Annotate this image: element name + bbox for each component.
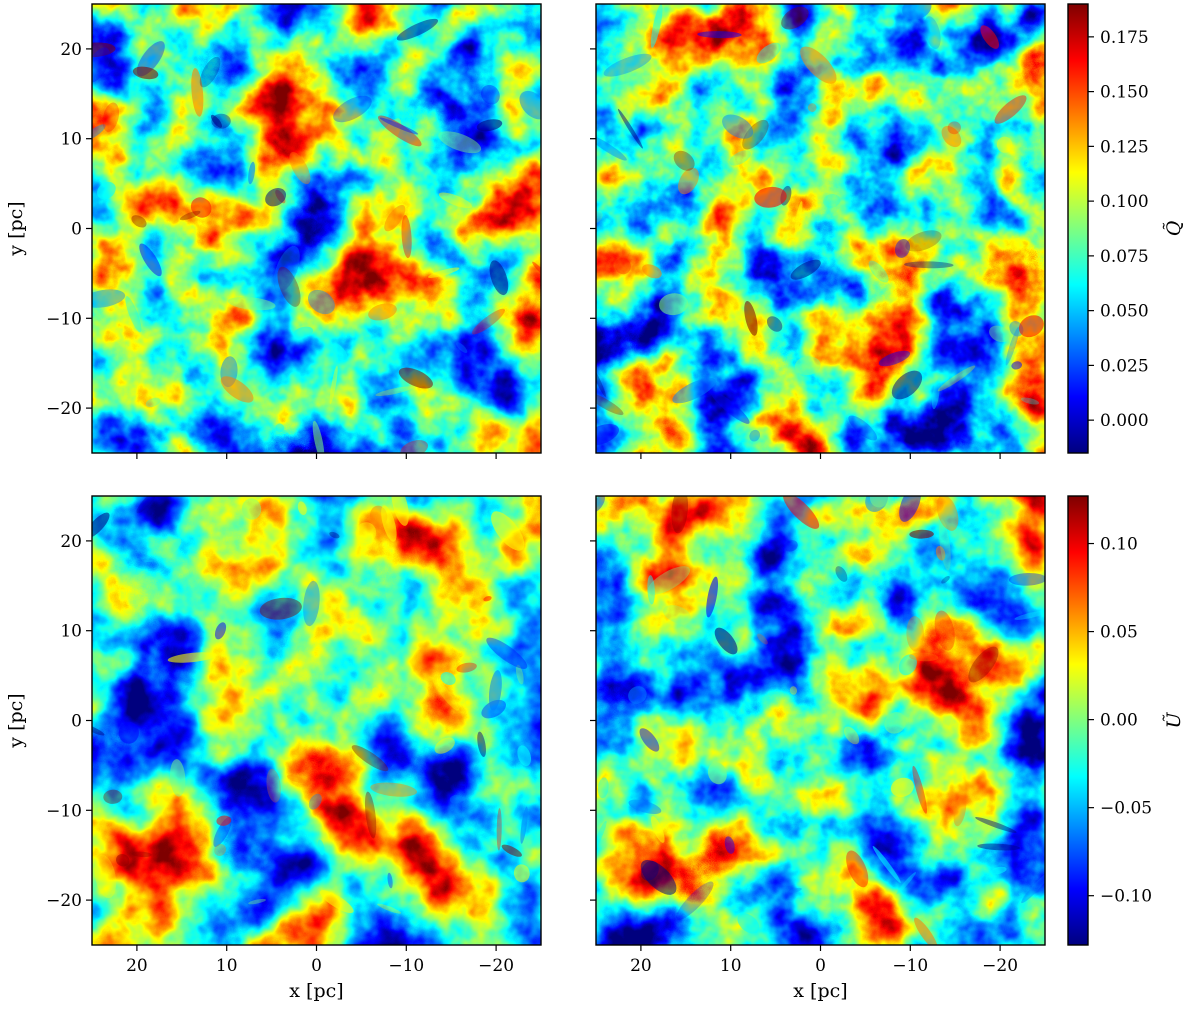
y-tick-label: −20 xyxy=(46,399,82,419)
x-tick-label: −10 xyxy=(388,956,424,976)
colorbar-tick-label: −0.05 xyxy=(1100,799,1152,819)
colorbar-tick-label: 0.05 xyxy=(1100,623,1138,643)
y-tick-label: 0 xyxy=(71,712,82,732)
colorbar-tick-label: 0.150 xyxy=(1100,83,1149,103)
colorbar-frame xyxy=(1067,3,1089,454)
heatmap-structures xyxy=(596,4,1044,446)
bottom-right-map: 20 10 0 −10 −20 x [pc] xyxy=(590,495,1046,1002)
y-tick-label: 20 xyxy=(60,40,82,60)
colorbar-q: 0.000 0.025 0.050 0.075 0.100 0.125 0.150 0.175… xyxy=(1067,3,1185,454)
bottom-left-map: 20 10 0 −10 −20 20 10 0 −10 −20 y [pc] x [pc] xyxy=(5,495,542,1002)
x-tick-label: 10 xyxy=(720,956,742,976)
heatmap-structures xyxy=(92,18,541,453)
colorbar-tick-label: −0.10 xyxy=(1100,887,1152,907)
colorbar-tick-label: 0.100 xyxy=(1100,192,1149,212)
y-axis-label: y [pc] xyxy=(5,693,27,748)
x-tick-label: 0 xyxy=(815,956,826,976)
colorbar-tick-label: 0.025 xyxy=(1100,356,1149,376)
top-right-map xyxy=(590,3,1046,459)
heatmap-structures xyxy=(596,496,1045,945)
y-axis-label: y [pc] xyxy=(5,201,27,256)
colorbar-frame xyxy=(1067,495,1089,946)
top-left-map: 20 10 0 −10 −20 y [pc] xyxy=(5,3,542,459)
colorbar-tick-label: 0.075 xyxy=(1100,247,1149,267)
x-tick-label: 20 xyxy=(630,956,652,976)
colorbar-tick-label: 0.125 xyxy=(1100,137,1149,157)
y-tick-label: −10 xyxy=(46,801,82,821)
panel-frame xyxy=(595,3,1046,454)
colorbar-u: −0.10 −0.05 0.00 0.05 0.10 Ũ xyxy=(1067,495,1185,946)
colorbar-gradient xyxy=(1068,4,1088,453)
y-tick-label: −20 xyxy=(46,891,82,911)
panel-frame xyxy=(91,3,542,454)
colorbar-tick-label: 0.10 xyxy=(1100,535,1138,555)
colorbar-tick-label: 0.050 xyxy=(1100,302,1149,322)
y-tick-label: 10 xyxy=(60,130,82,150)
colorbar-tick-label: 0.000 xyxy=(1100,411,1149,431)
x-tick-label: −20 xyxy=(982,956,1018,976)
heatmap-field xyxy=(92,4,541,453)
x-axis-label: x [pc] xyxy=(793,980,847,1002)
x-tick-label: −20 xyxy=(478,956,514,976)
y-tick-label: −10 xyxy=(46,309,82,329)
x-tick-label: 10 xyxy=(216,956,238,976)
heatmap-field xyxy=(92,496,541,945)
y-tick-label: 10 xyxy=(60,622,82,642)
x-tick-label: −10 xyxy=(892,956,928,976)
y-tick-label: 0 xyxy=(71,220,82,240)
x-axis-label: x [pc] xyxy=(289,980,343,1002)
colorbar-label: Ũ xyxy=(1162,712,1185,729)
panel-frame xyxy=(595,495,1046,946)
x-tick-label: 20 xyxy=(126,956,148,976)
heatmap-field xyxy=(596,496,1045,945)
y-tick-label: 20 xyxy=(60,532,82,552)
panel-frame xyxy=(91,495,542,946)
colorbar-gradient xyxy=(1068,496,1088,945)
colorbar-label: Q̃ xyxy=(1163,221,1185,237)
colorbar-tick-label: 0.00 xyxy=(1100,711,1138,731)
x-tick-label: 0 xyxy=(311,956,322,976)
colorbar-tick-label: 0.175 xyxy=(1100,28,1149,48)
heatmap-structures xyxy=(92,496,532,914)
